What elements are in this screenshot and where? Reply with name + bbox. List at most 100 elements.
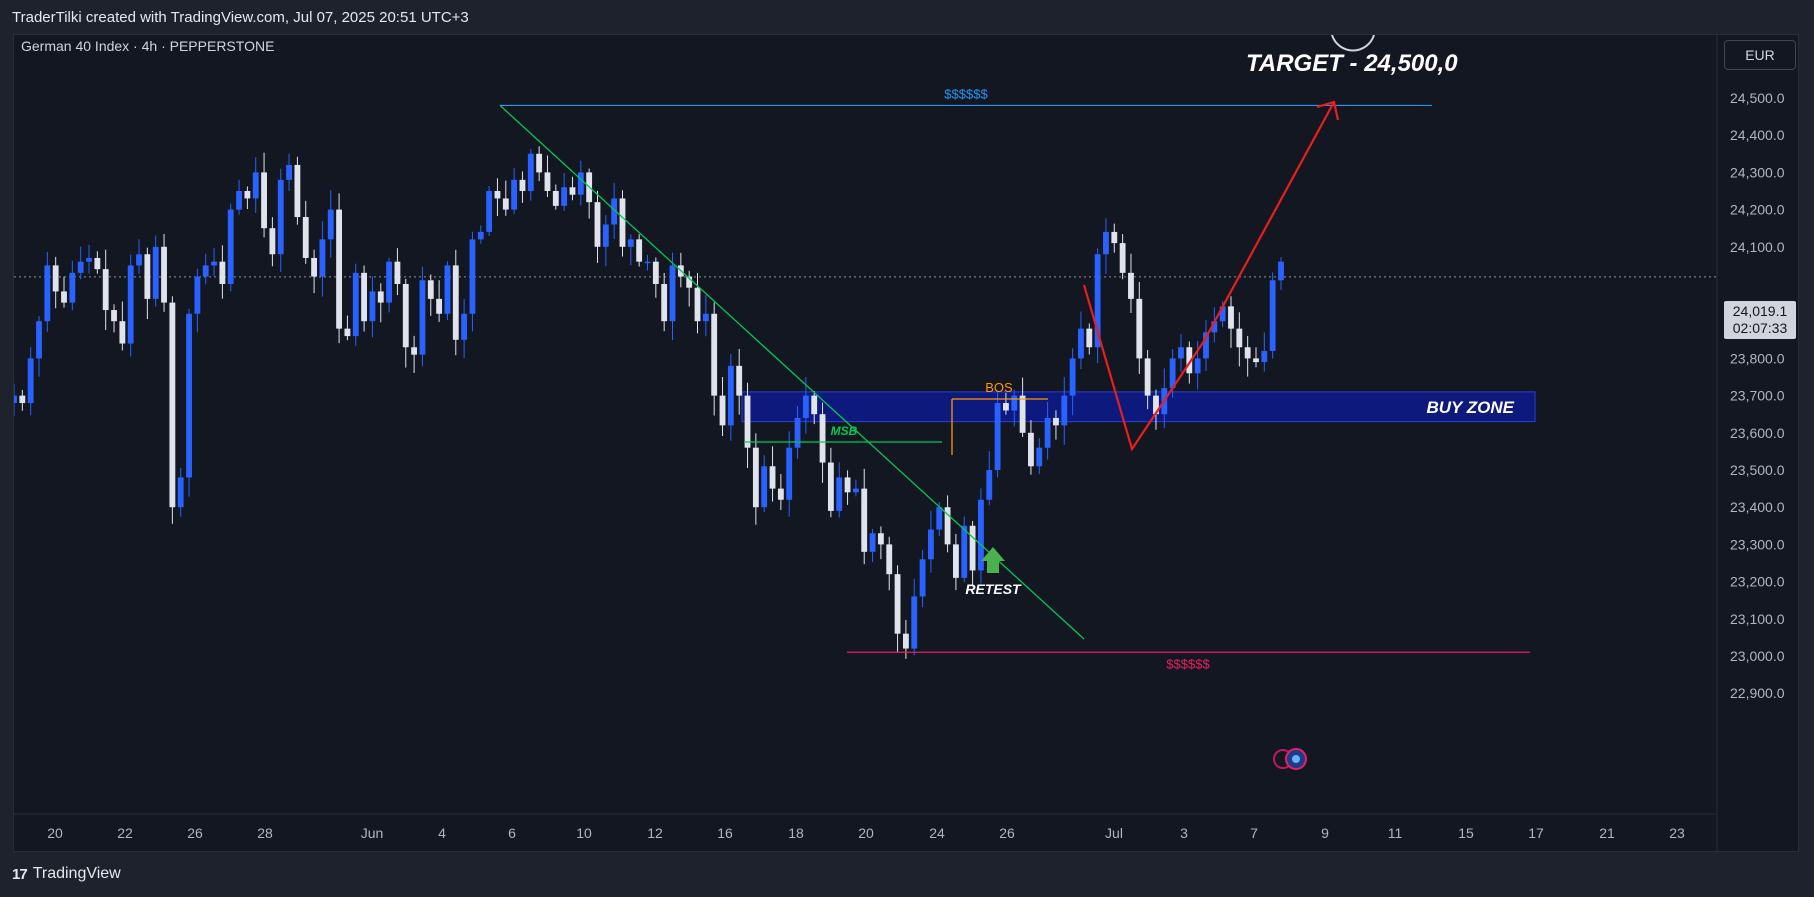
- candle-body: [1111, 231, 1118, 244]
- candle-body: [1219, 306, 1226, 322]
- candle-body: [969, 525, 976, 571]
- candle-body: [202, 265, 209, 277]
- candle-body: [936, 507, 943, 530]
- candle-body: [1069, 358, 1076, 396]
- y-tick-label: 24,300.0: [1730, 164, 1785, 180]
- candle-body: [544, 172, 551, 191]
- x-tick-label: 23: [1669, 825, 1685, 841]
- candle-body: [794, 417, 801, 448]
- candle-body: [44, 265, 51, 322]
- retest-label: RETEST: [965, 581, 1022, 597]
- x-tick-label: 20: [47, 825, 63, 841]
- buy-zone-box: [741, 391, 1536, 423]
- candle-body: [411, 347, 418, 355]
- x-tick-label: 26: [999, 825, 1015, 841]
- x-tick-label: 12: [647, 825, 663, 841]
- candle-body: [594, 202, 601, 247]
- candle-body: [252, 172, 259, 199]
- candle-body: [852, 488, 859, 493]
- candle-body: [1203, 332, 1209, 359]
- symbol-title: German 40 Index · 4h · PEPPERSTONE: [21, 38, 274, 54]
- candle-body: [927, 529, 934, 560]
- currency-button[interactable]: EUR: [1724, 40, 1796, 70]
- candle-body: [427, 280, 434, 299]
- candle-body: [19, 395, 26, 404]
- candle-body: [944, 507, 951, 545]
- candle-body: [752, 447, 759, 508]
- candle-body: [536, 153, 543, 173]
- candle-body: [302, 217, 309, 258]
- candle-body: [61, 291, 67, 303]
- y-tick-label: 23,100.0: [1730, 611, 1785, 627]
- candle-body: [1211, 321, 1218, 333]
- candle-body: [1036, 447, 1043, 467]
- candle-body: [14, 395, 17, 404]
- candle-body: [1128, 272, 1134, 299]
- tradingview-logo-icon: 17: [12, 865, 28, 883]
- x-tick-label: 11: [1388, 825, 1403, 841]
- candle-body: [127, 265, 134, 344]
- candle-body: [886, 544, 893, 575]
- candle-body: [736, 365, 743, 396]
- buy-zone-label: BUY ZONE: [1426, 398, 1514, 417]
- projection-path: [1082, 101, 1335, 452]
- candle-body: [986, 470, 993, 500]
- candle-body: [644, 261, 651, 264]
- x-tick-label: 16: [717, 825, 733, 841]
- brand[interactable]: 17 TradingView: [12, 865, 121, 883]
- candle-body: [419, 280, 426, 355]
- candle-body: [161, 246, 167, 303]
- candle-body: [1053, 417, 1059, 426]
- candle-body: [94, 257, 101, 270]
- candle-body: [777, 488, 784, 500]
- chart-pane[interactable]: German 40 Index · 4h · PEPPERSTONE 24,500…: [13, 34, 1800, 853]
- candle-body: [811, 395, 818, 415]
- y-tick-label: 23,300.0: [1730, 536, 1785, 552]
- candle-body: [261, 172, 267, 229]
- bar-countdown: 02:07:33: [1732, 320, 1788, 336]
- candle-body: [1169, 358, 1176, 389]
- liquidity-label-top: $$$$$$: [944, 86, 988, 101]
- x-tick-label: 17: [1528, 825, 1544, 841]
- candle-body: [1186, 347, 1193, 374]
- candle-body: [978, 499, 984, 571]
- candlestick-chart[interactable]: German 40 Index · 4h · PEPPERSTONE 24,500…: [14, 35, 1800, 853]
- candle-body: [486, 191, 493, 232]
- economic-event-dot-icon: [1292, 755, 1300, 763]
- candle-body: [211, 261, 217, 266]
- x-tick-label: 6: [508, 825, 516, 841]
- candle-body: [1019, 395, 1026, 433]
- candle-body: [552, 191, 559, 206]
- candle-body: [52, 265, 59, 292]
- candle-body: [611, 198, 618, 225]
- candle-body: [1278, 261, 1284, 281]
- y-tick-label: 23,500.0: [1730, 462, 1785, 478]
- candle-body: [619, 198, 626, 247]
- candle-body: [1086, 328, 1093, 348]
- candle-body: [669, 265, 676, 322]
- candle-body: [1194, 358, 1201, 374]
- x-tick-label: 3: [1180, 825, 1188, 841]
- candle-body: [602, 224, 609, 247]
- x-tick-label: 18: [788, 825, 804, 841]
- x-tick-label: 15: [1458, 825, 1474, 841]
- candle-body: [27, 358, 34, 404]
- candle-body: [311, 257, 317, 277]
- candle-body: [219, 261, 226, 284]
- candle-body: [994, 403, 1001, 470]
- candle-body: [1261, 350, 1268, 363]
- y-tick-label: 24,500.0: [1730, 90, 1785, 106]
- last-price-value: 24,019.1: [1732, 303, 1788, 319]
- candle-body: [1228, 306, 1234, 329]
- chart-caption: TraderTilki created with TradingView.com…: [12, 9, 469, 26]
- y-tick-label: 23,800.0: [1730, 350, 1785, 366]
- candle-body: [711, 313, 718, 396]
- candle-body: [319, 239, 326, 277]
- y-tick-label: 24,200.0: [1730, 202, 1785, 218]
- candle-body: [569, 187, 576, 195]
- x-tick-label: 24: [929, 825, 945, 841]
- candle-body: [527, 153, 534, 191]
- candle-body: [702, 313, 709, 322]
- candle-body: [36, 321, 42, 359]
- candle-body: [102, 269, 109, 311]
